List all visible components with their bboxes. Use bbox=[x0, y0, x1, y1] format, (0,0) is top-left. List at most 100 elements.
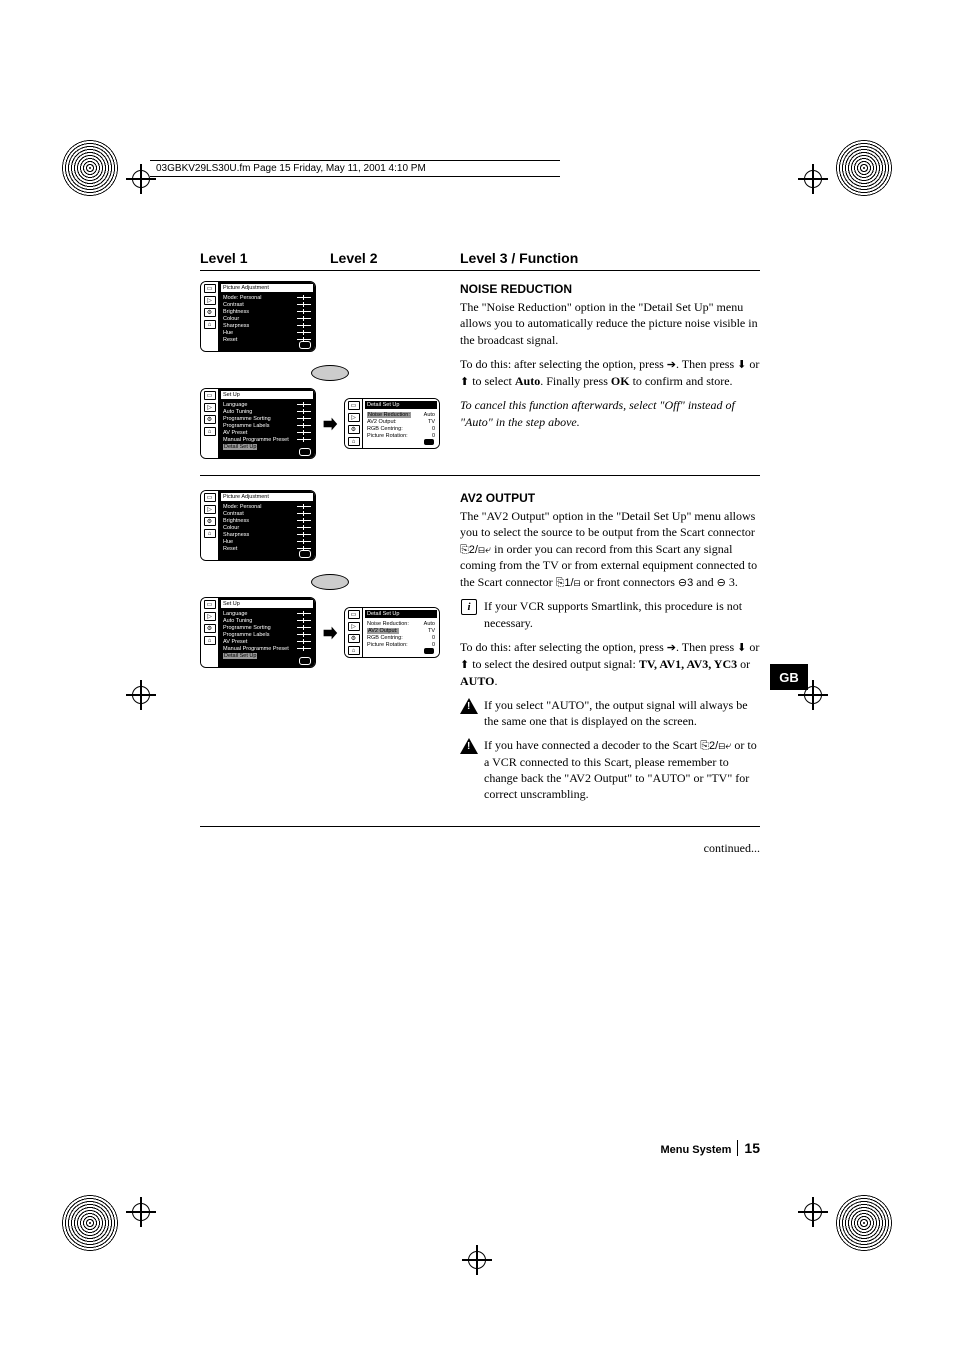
osd-nav-icon bbox=[423, 438, 435, 446]
osd-detail-row: AV2 Output:TV bbox=[367, 418, 435, 425]
arrow-right-icon: ➔ bbox=[667, 359, 676, 371]
osd-tab-icon: ▷ bbox=[204, 296, 216, 305]
scart2-icon: ⎘2/⊟⤶ bbox=[460, 544, 491, 556]
col-level2: Level 2 bbox=[330, 250, 460, 266]
divider-1 bbox=[200, 475, 760, 476]
info-icon: i bbox=[460, 598, 478, 616]
osd-tab-icon: ▷ bbox=[348, 413, 360, 422]
av2-warn1-text: If you select "AUTO", the output signal … bbox=[484, 697, 760, 729]
osd-tab-icon: ⚙ bbox=[204, 308, 216, 317]
lang-tab: GB bbox=[770, 664, 808, 690]
scart2-icon: ⎘2/⊟⤶ bbox=[700, 740, 731, 752]
osd-item: Colour bbox=[223, 524, 311, 531]
osd-item: Sharpness bbox=[223, 531, 311, 538]
osd-item: AV Preset bbox=[223, 638, 311, 645]
text-av2: AV2 OUTPUT The "AV2 Output" option in th… bbox=[460, 490, 760, 810]
osd-group-av2: ▭▷⚙⌂Picture AdjustmentMode: PersonalCont… bbox=[200, 490, 460, 668]
reg-cross-tr bbox=[798, 164, 828, 194]
osd-item: Auto Tuning bbox=[223, 408, 311, 415]
reg-radial-bl bbox=[62, 1195, 118, 1251]
osd-nav-icon bbox=[299, 448, 311, 456]
arrow-right-icon: ➔ bbox=[667, 642, 676, 654]
osd-title: Picture Adjustment bbox=[221, 493, 313, 501]
osd-title: Set Up bbox=[221, 391, 313, 399]
footer-page-number: 15 bbox=[737, 1140, 760, 1156]
warning-icon bbox=[460, 697, 478, 715]
osd-title: Picture Adjustment bbox=[221, 284, 313, 292]
osd-tab-icon: ⌂ bbox=[348, 437, 360, 446]
osd-tab-icon: ▭ bbox=[348, 610, 360, 619]
osd-tab-icon: ▷ bbox=[204, 612, 216, 621]
osd-detail-row: RGB Centring:0 bbox=[367, 634, 435, 641]
osd-menu: ▭▷⚙⌂Detail Set UpNoise Reduction:AutoAV2… bbox=[344, 398, 440, 449]
nav-pad-icon bbox=[310, 571, 350, 593]
osd-tab-icon: ⌂ bbox=[204, 529, 216, 538]
osd-tab-icon: ⌂ bbox=[348, 646, 360, 655]
osd-item-highlight: Detail Set Up bbox=[223, 443, 311, 450]
osd-item: Sharpness bbox=[223, 322, 311, 329]
av2-warn2: If you have connected a decoder to the S… bbox=[460, 737, 760, 802]
osd-nav-icon bbox=[299, 550, 311, 558]
osd-tab-icon: ⚙ bbox=[204, 624, 216, 633]
osd-group-noise: ▭ ▷ ⚙ ⌂ Picture Adjustment Mode: PersonalCont… bbox=[200, 281, 460, 459]
scart1-icon: ⎘1/⊟ bbox=[556, 577, 581, 589]
osd-item: Mode: Personal bbox=[223, 294, 311, 301]
osd-menu: ▭▷⚙⌂Set UpLanguageAuto TuningProgramme S… bbox=[200, 597, 316, 668]
reg-cross-ml bbox=[126, 680, 156, 710]
page-content: Level 1 Level 2 Level 3 / Function ▭ ▷ ⚙ ⌂ P… bbox=[200, 250, 760, 856]
osd-item-highlight: Detail Set Up bbox=[223, 652, 311, 659]
osd-item: Reset bbox=[223, 336, 311, 343]
osd-detail-row: Noise Reduction:Auto bbox=[367, 411, 435, 418]
osd-item: Programme Sorting bbox=[223, 415, 311, 422]
osd-nav-icon bbox=[299, 341, 311, 349]
arrow-right-icon bbox=[322, 625, 338, 641]
osd-item: Contrast bbox=[223, 301, 311, 308]
av2-info-note: i If your VCR supports Smartlink, this p… bbox=[460, 598, 760, 630]
frame-header: 03GBKV29LS30U.fm Page 15 Friday, May 11,… bbox=[150, 160, 560, 177]
osd-tab-icon: ⚙ bbox=[348, 634, 360, 643]
arrow-up-icon: ⬆ bbox=[460, 659, 469, 671]
osd-item: AV Preset bbox=[223, 429, 311, 436]
osd-tab-icon: ⌂ bbox=[204, 427, 216, 436]
osd-tab-icon: ▭ bbox=[204, 284, 216, 293]
col-level3: Level 3 / Function bbox=[460, 250, 760, 266]
osd-item: Brightness bbox=[223, 517, 311, 524]
arrow-down-icon: ⬇ bbox=[737, 642, 746, 654]
reg-radial-tl bbox=[62, 140, 118, 196]
av2-warn2-text: If you have connected a decoder to the S… bbox=[484, 737, 760, 802]
front3-icon: ⊖3 bbox=[678, 577, 693, 589]
osd-item: Hue bbox=[223, 329, 311, 336]
osd-title: Detail Set Up bbox=[365, 401, 437, 409]
osd-item: Reset bbox=[223, 545, 311, 552]
osd-detail-row: Noise Reduction:Auto bbox=[367, 620, 435, 627]
arrow-right-icon bbox=[322, 416, 338, 432]
osd-item: Language bbox=[223, 610, 311, 617]
osd-tab-icon: ⌂ bbox=[204, 636, 216, 645]
osd-tab-icon: ⌂ bbox=[204, 320, 216, 329]
noise-title: NOISE REDUCTION bbox=[460, 281, 760, 297]
warning-icon bbox=[460, 737, 478, 755]
osd-item: Programme Labels bbox=[223, 631, 311, 638]
osd-detail-row: RGB Centring:0 bbox=[367, 425, 435, 432]
osd-tab-icon: ⚙ bbox=[204, 415, 216, 424]
osd-tab-icon: ⚙ bbox=[204, 517, 216, 526]
text-noise: NOISE REDUCTION The "Noise Reduction" op… bbox=[460, 281, 760, 438]
av2-warn1: If you select "AUTO", the output signal … bbox=[460, 697, 760, 729]
osd-title: Set Up bbox=[221, 600, 313, 608]
col-level1: Level 1 bbox=[200, 250, 330, 266]
front-icon: ⊖ bbox=[717, 577, 726, 589]
frame-header-text: 03GBKV29LS30U.fm Page 15 Friday, May 11,… bbox=[156, 163, 426, 174]
reg-cross-br bbox=[798, 1197, 828, 1227]
arrow-up-icon: ⬆ bbox=[460, 376, 469, 388]
reg-radial-br bbox=[836, 1195, 892, 1251]
osd-tab-icon: ⚙ bbox=[348, 425, 360, 434]
osd-tab-icon: ▷ bbox=[348, 622, 360, 631]
osd-item: Programme Sorting bbox=[223, 624, 311, 631]
osd-item: Language bbox=[223, 401, 311, 408]
osd-menu: ▭▷⚙⌂Detail Set UpNoise Reduction:AutoAV2… bbox=[344, 607, 440, 658]
osd-tab-icon: ▭ bbox=[204, 391, 216, 400]
osd-tab-icon: ▷ bbox=[204, 403, 216, 412]
noise-p2: To do this: after selecting the option, … bbox=[460, 356, 760, 390]
nav-pad-icon bbox=[310, 362, 350, 384]
osd-title: Detail Set Up bbox=[365, 610, 437, 618]
